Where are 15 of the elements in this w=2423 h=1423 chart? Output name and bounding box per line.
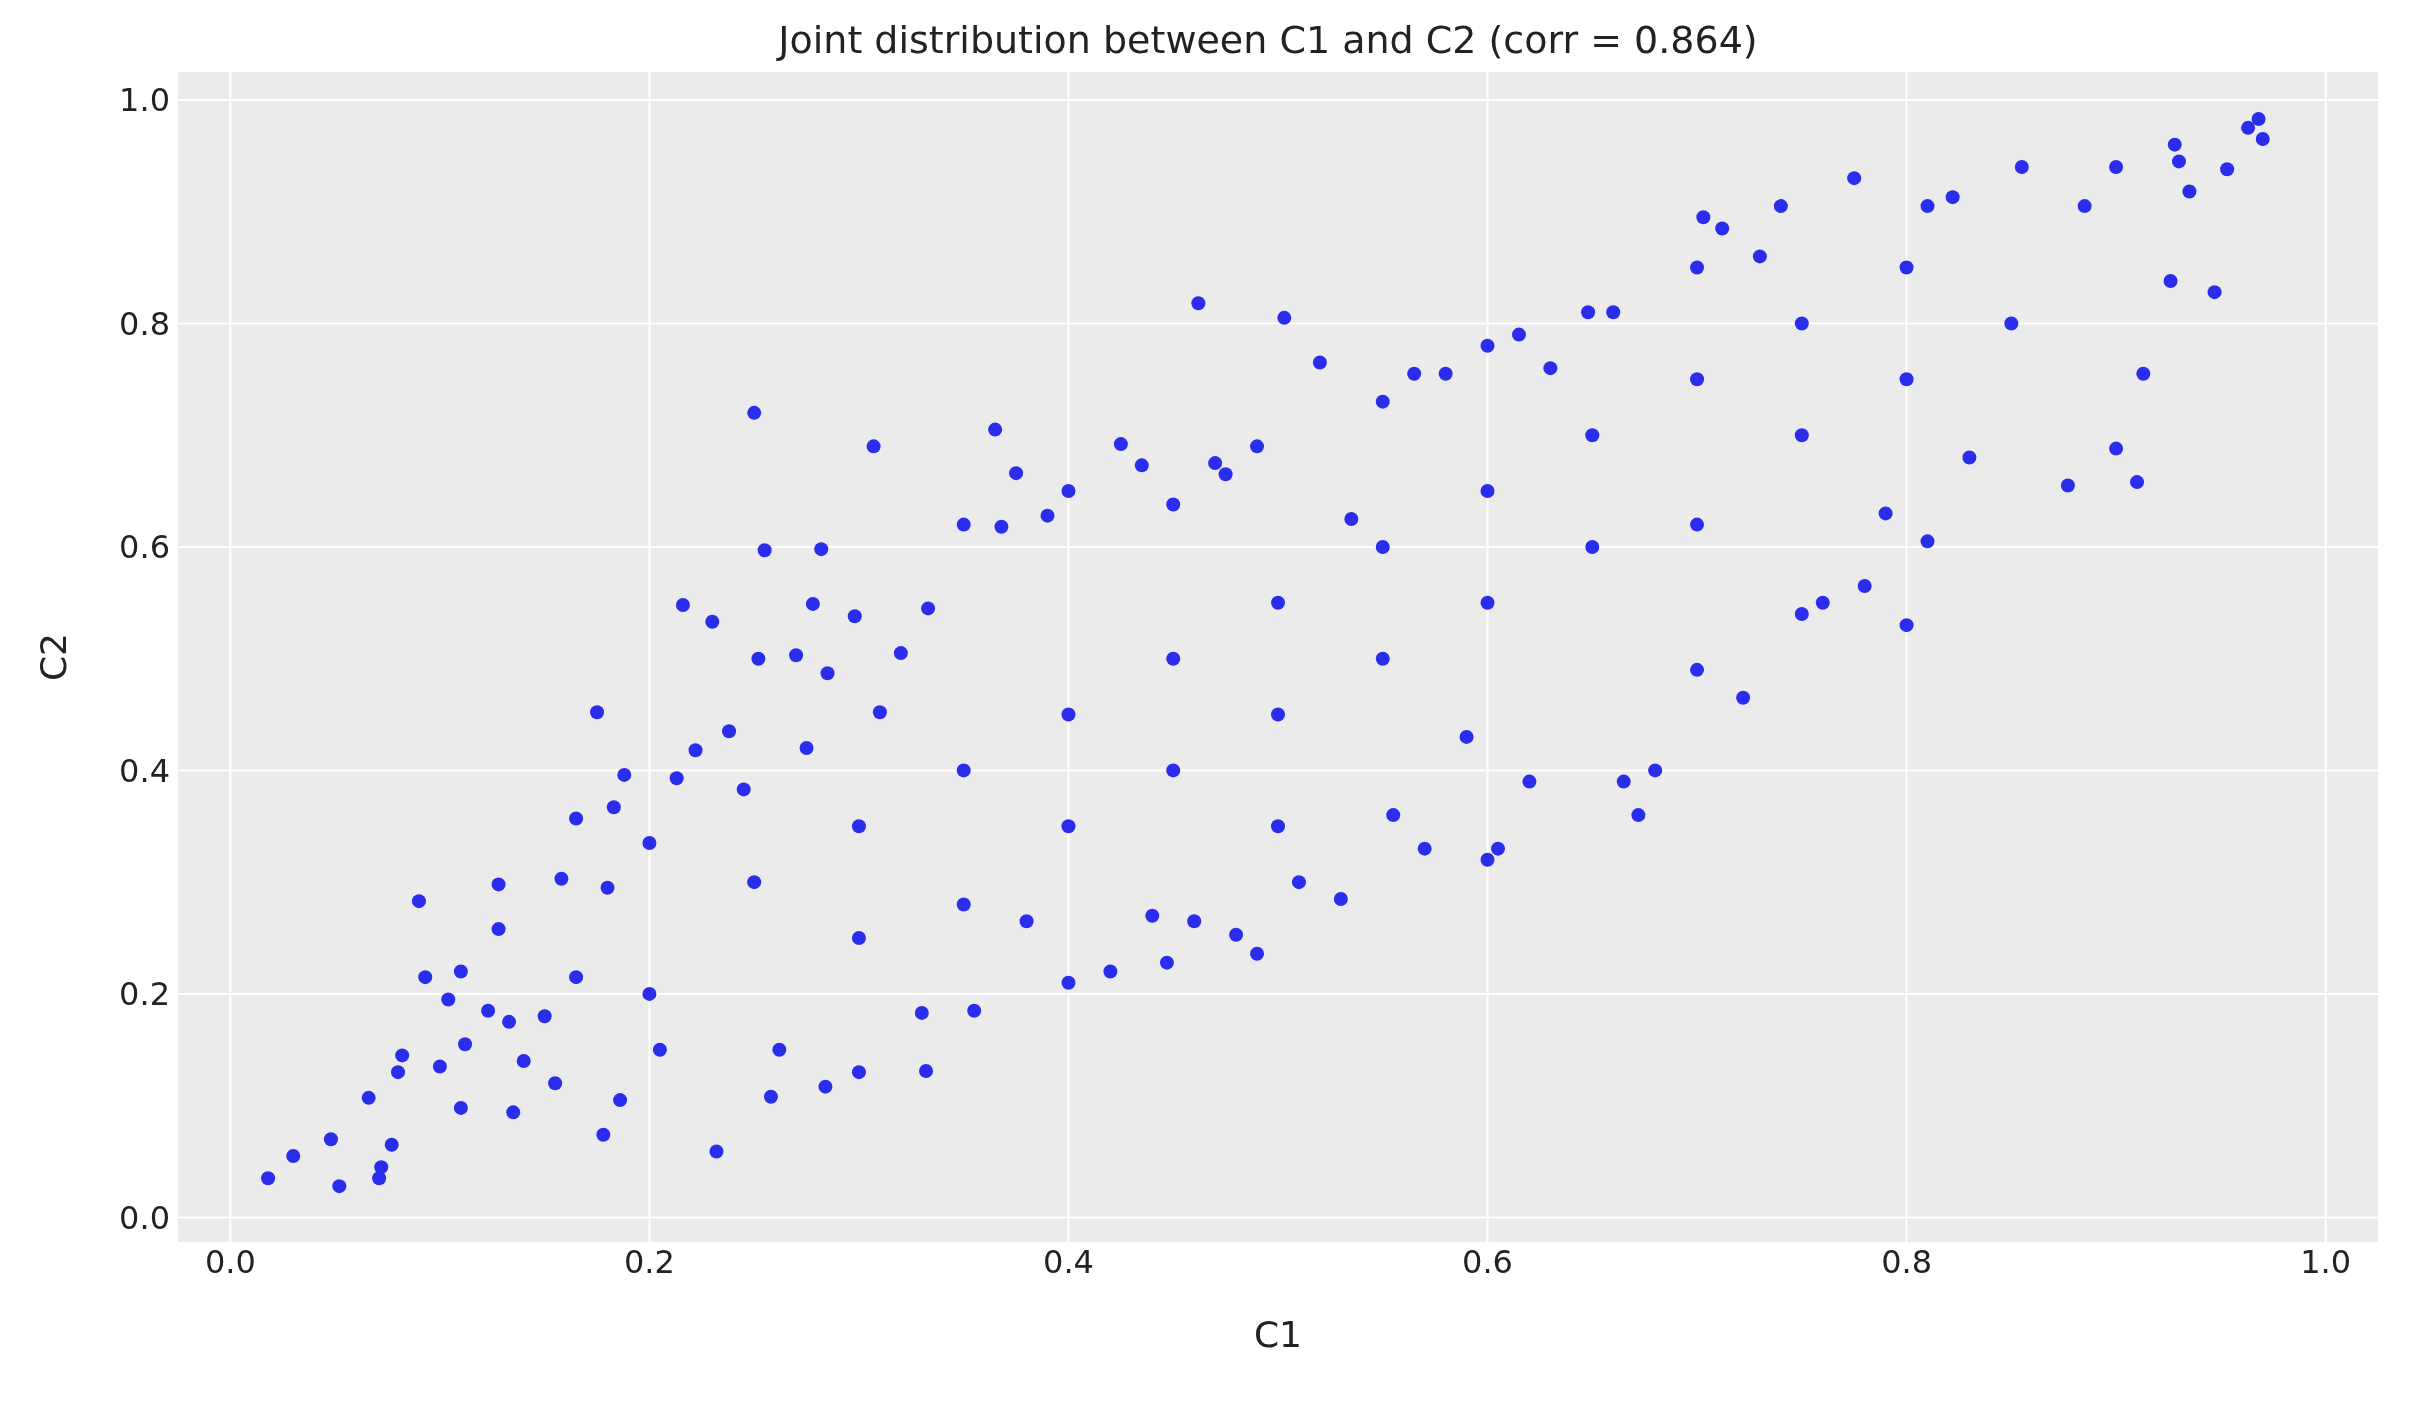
x-tick-label: 0.2 <box>623 1242 675 1281</box>
x-tick-label: 0.0 <box>204 1242 256 1281</box>
y-tick-label: 0.2 <box>119 975 170 1014</box>
y-tick-label: 0.4 <box>119 751 170 790</box>
y-tick-label: 0.6 <box>119 528 170 567</box>
y-tick-label: 0.0 <box>119 1198 170 1237</box>
chart-title: Joint distribution between C1 and C2 (corr = 0.864) <box>775 17 1759 62</box>
x-tick-label: 0.6 <box>1462 1242 1513 1281</box>
y-tick-label: 1.0 <box>119 81 170 120</box>
x-tick-label: 0.8 <box>1881 1242 1933 1281</box>
y-tick-label: 0.8 <box>119 304 170 343</box>
x-axis-title: C1 <box>1253 1314 1303 1355</box>
x-tick-label: 0.4 <box>1043 1242 1094 1281</box>
x-tick-label: 1.0 <box>2300 1242 2352 1281</box>
y-axis-title: C2 <box>32 632 74 682</box>
